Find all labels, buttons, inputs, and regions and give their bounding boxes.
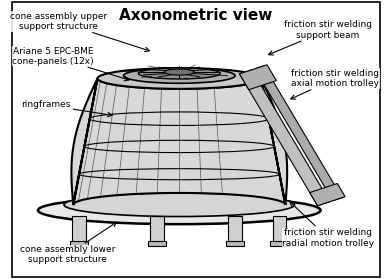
Text: cone assembly upper
support structure: cone assembly upper support structure — [10, 12, 149, 52]
FancyBboxPatch shape — [12, 2, 380, 277]
Ellipse shape — [98, 68, 261, 89]
Text: cone assembly lower
support structure: cone assembly lower support structure — [20, 222, 116, 264]
Ellipse shape — [64, 193, 294, 217]
Text: Axonometric view: Axonometric view — [119, 8, 273, 23]
FancyBboxPatch shape — [72, 216, 86, 244]
FancyBboxPatch shape — [270, 241, 289, 246]
Polygon shape — [310, 184, 345, 206]
Text: friction stir welding
axial motion trolley: friction stir welding axial motion troll… — [291, 69, 380, 99]
Text: Ariane 5 EPC-BME
cone-panels (12x): Ariane 5 EPC-BME cone-panels (12x) — [12, 47, 129, 81]
Text: friction stir welding
radial motion trolley: friction stir welding radial motion trol… — [282, 202, 374, 248]
Ellipse shape — [38, 196, 321, 224]
FancyBboxPatch shape — [273, 216, 286, 244]
Text: friction stir welding
support beam: friction stir welding support beam — [268, 20, 372, 55]
Text: ringframes: ringframes — [21, 100, 112, 117]
FancyBboxPatch shape — [70, 241, 88, 246]
FancyBboxPatch shape — [150, 216, 164, 244]
FancyBboxPatch shape — [226, 241, 244, 246]
Ellipse shape — [123, 68, 235, 83]
Polygon shape — [72, 78, 287, 205]
Polygon shape — [240, 65, 276, 90]
FancyBboxPatch shape — [148, 241, 166, 246]
Polygon shape — [240, 70, 330, 206]
Polygon shape — [255, 66, 342, 201]
Ellipse shape — [138, 68, 220, 79]
FancyBboxPatch shape — [228, 216, 242, 244]
Ellipse shape — [165, 69, 194, 75]
